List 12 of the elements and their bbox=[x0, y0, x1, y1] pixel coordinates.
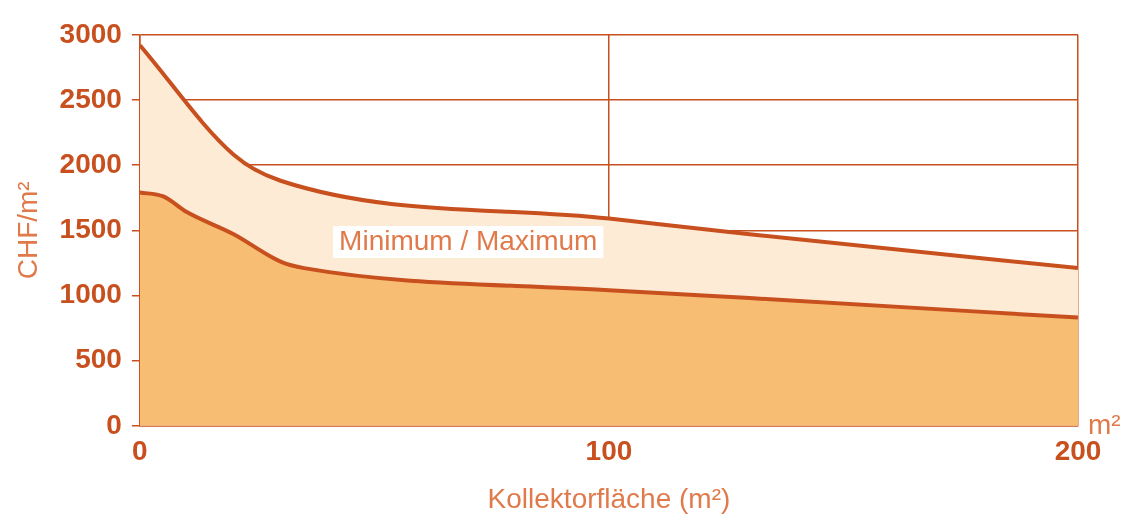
x-axis-title: Kollektorfläche (m²) bbox=[487, 482, 731, 514]
y-tick-label: 3000 bbox=[59, 17, 122, 49]
y-tick-label: 1000 bbox=[59, 278, 122, 310]
x-tick-label: 0 bbox=[132, 435, 148, 467]
y-tick-label: 500 bbox=[75, 343, 122, 375]
y-tick-label: 0 bbox=[106, 408, 122, 440]
y-tick-label: 2000 bbox=[59, 147, 122, 179]
y-axis-title: CHF/m² bbox=[11, 181, 43, 280]
y-tick-label: 1500 bbox=[59, 213, 122, 245]
annotation: Minimum / Maximum bbox=[339, 224, 598, 256]
x-tick-label: 100 bbox=[585, 435, 633, 467]
y-tick-label: 2500 bbox=[59, 82, 122, 114]
